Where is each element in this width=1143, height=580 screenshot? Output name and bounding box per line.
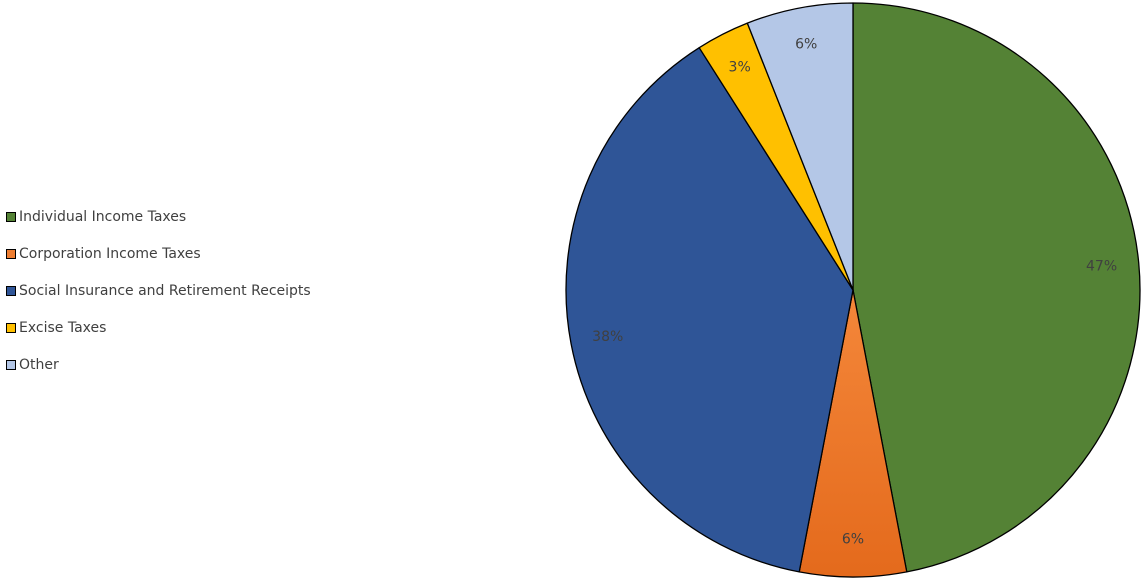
pie-slice-social-insurance <box>565 47 854 573</box>
data-label-social-insurance: 38% <box>592 329 623 345</box>
pie-data-labels: 47% 6% 38% 3% 6% <box>592 37 1117 548</box>
data-label-excise-taxes: 3% <box>729 60 751 76</box>
legend-label-excise-taxes: Excise Taxes <box>19 320 107 336</box>
pie-slice-individual-income-taxes <box>852 2 1141 573</box>
legend-swatch-excise-taxes <box>6 323 16 333</box>
legend-swatch-corporation-income-taxes <box>6 249 16 259</box>
legend-swatch-individual-income-taxes <box>6 212 16 222</box>
data-label-other: 6% <box>795 37 817 53</box>
legend-item-other: Other <box>6 356 311 374</box>
legend-label-corporation-income-taxes: Corporation Income Taxes <box>19 246 201 262</box>
legend-item-individual-income-taxes: Individual Income Taxes <box>6 208 311 226</box>
legend-label-individual-income-taxes: Individual Income Taxes <box>19 209 187 225</box>
legend-label-other: Other <box>19 357 59 373</box>
legend-swatch-social-insurance <box>6 286 16 296</box>
legend-label-social-insurance: Social Insurance and Retirement Receipts <box>19 283 311 299</box>
legend-item-social-insurance: Social Insurance and Retirement Receipts <box>6 282 311 300</box>
data-label-individual-income-taxes: 47% <box>1086 259 1117 275</box>
legend-swatch-other <box>6 360 16 370</box>
legend-item-corporation-income-taxes: Corporation Income Taxes <box>6 245 311 263</box>
legend-item-excise-taxes: Excise Taxes <box>6 319 311 337</box>
chart-legend: Individual Income Taxes Corporation Inco… <box>6 208 311 393</box>
pie-slices <box>565 2 1141 578</box>
pie-slice-other <box>746 2 854 291</box>
data-label-corporation-income-taxes: 6% <box>842 532 864 548</box>
